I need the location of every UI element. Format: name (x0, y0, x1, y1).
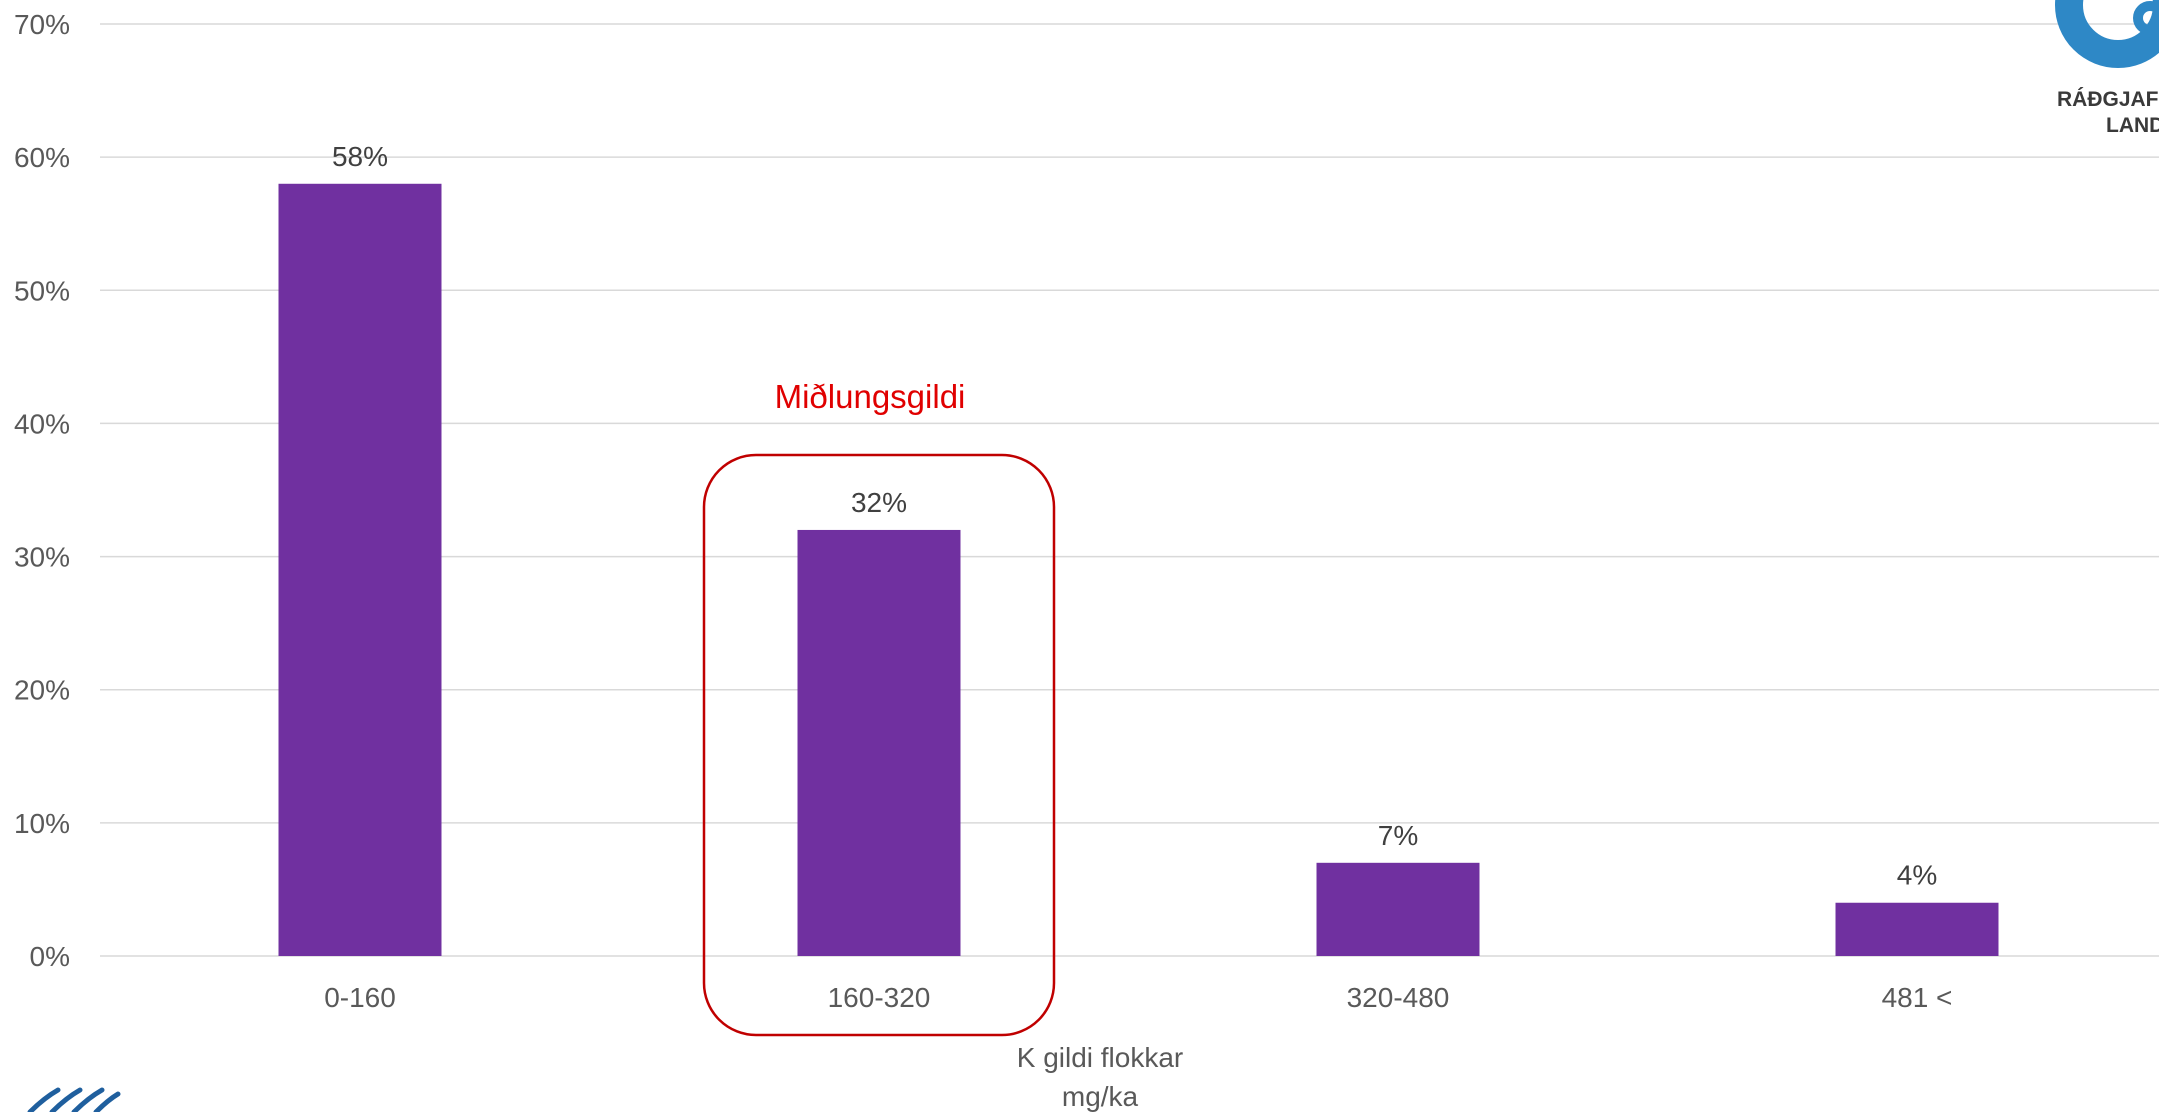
x-axis-title-line2: mg/ka (1062, 1081, 1139, 1112)
y-tick-label: 20% (14, 675, 70, 706)
data-label: 58% (332, 141, 388, 172)
gridlines (100, 23, 2159, 957)
x-tick-label: 160-320 (828, 982, 931, 1013)
y-axis-ticks: 0% 10% 20% 30% 40% 50% 60% 70% (14, 9, 70, 972)
logo-swirl-icon (2055, 0, 2159, 68)
bar (278, 183, 442, 956)
x-tick-label: 481 < (1882, 982, 1953, 1013)
y-tick-label: 10% (14, 808, 70, 839)
bar (1835, 902, 1999, 956)
bar (797, 529, 961, 956)
highlight-callout-box (702, 453, 1056, 1037)
x-axis-title-line1: K gildi flokkar (1017, 1042, 1184, 1073)
brand-mark-icon (27, 1087, 121, 1112)
logo-text-line1: RÁÐGJAF (2057, 88, 2159, 111)
data-labels: 58% 32% 7% 4% (332, 141, 1937, 891)
data-label: 4% (1897, 860, 1937, 891)
data-label: 32% (851, 487, 907, 518)
company-logo: RÁÐGJAF LAND (2055, 0, 2159, 137)
y-tick-label: 40% (14, 408, 70, 439)
y-tick-label: 0% (30, 941, 70, 972)
bar (1316, 862, 1480, 956)
y-tick-label: 50% (14, 275, 70, 306)
data-label: 7% (1378, 820, 1418, 851)
y-tick-label: 60% (14, 142, 70, 173)
y-tick-label: 30% (14, 542, 70, 573)
x-axis-ticks: 0-160 160-320 320-480 481 < (324, 982, 1952, 1013)
logo-text-line2: LAND (2106, 114, 2159, 137)
y-tick-label: 70% (14, 9, 70, 40)
x-tick-label: 320-480 (1347, 982, 1450, 1013)
bars (278, 183, 1999, 956)
annotation-label: Miðlungsgildi (775, 378, 966, 415)
x-tick-label: 0-160 (324, 982, 396, 1013)
